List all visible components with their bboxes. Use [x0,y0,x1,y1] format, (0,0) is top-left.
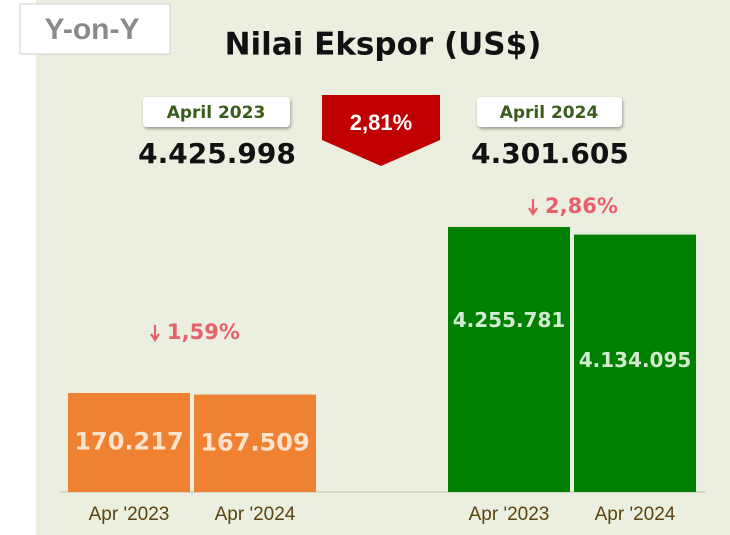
badge: Y-on-Y [45,13,140,46]
value-label: 4.255.781 [453,308,566,332]
down-arrow-icon [150,325,160,342]
period-label: April 2024 [500,103,599,123]
change-label: 1,59% [167,320,240,344]
bar [68,393,190,492]
category-label: Apr '2024 [215,504,296,525]
value-label: 167.509 [200,428,309,456]
badge-box [19,3,171,55]
category-label: Apr '2024 [595,504,676,525]
value-label: 4.134.095 [579,348,692,372]
change-label: 2,81% [350,110,412,135]
bar [194,394,316,492]
chart-title: Nilai Ekspor (US$) [225,27,542,63]
change-label: 2,86% [545,194,618,218]
change-arrow [322,95,440,166]
period-label: April 2023 [167,103,266,123]
bar [448,227,570,492]
bar [574,234,696,492]
category-label: Apr '2023 [469,504,550,525]
period-pill [143,97,290,127]
category-label: Apr '2023 [89,504,170,525]
total-value: 4.425.998 [138,137,296,170]
down-arrow-icon [528,199,538,216]
value-label: 170.217 [74,428,183,456]
total-value: 4.301.605 [471,137,629,170]
period-pill [477,97,622,127]
